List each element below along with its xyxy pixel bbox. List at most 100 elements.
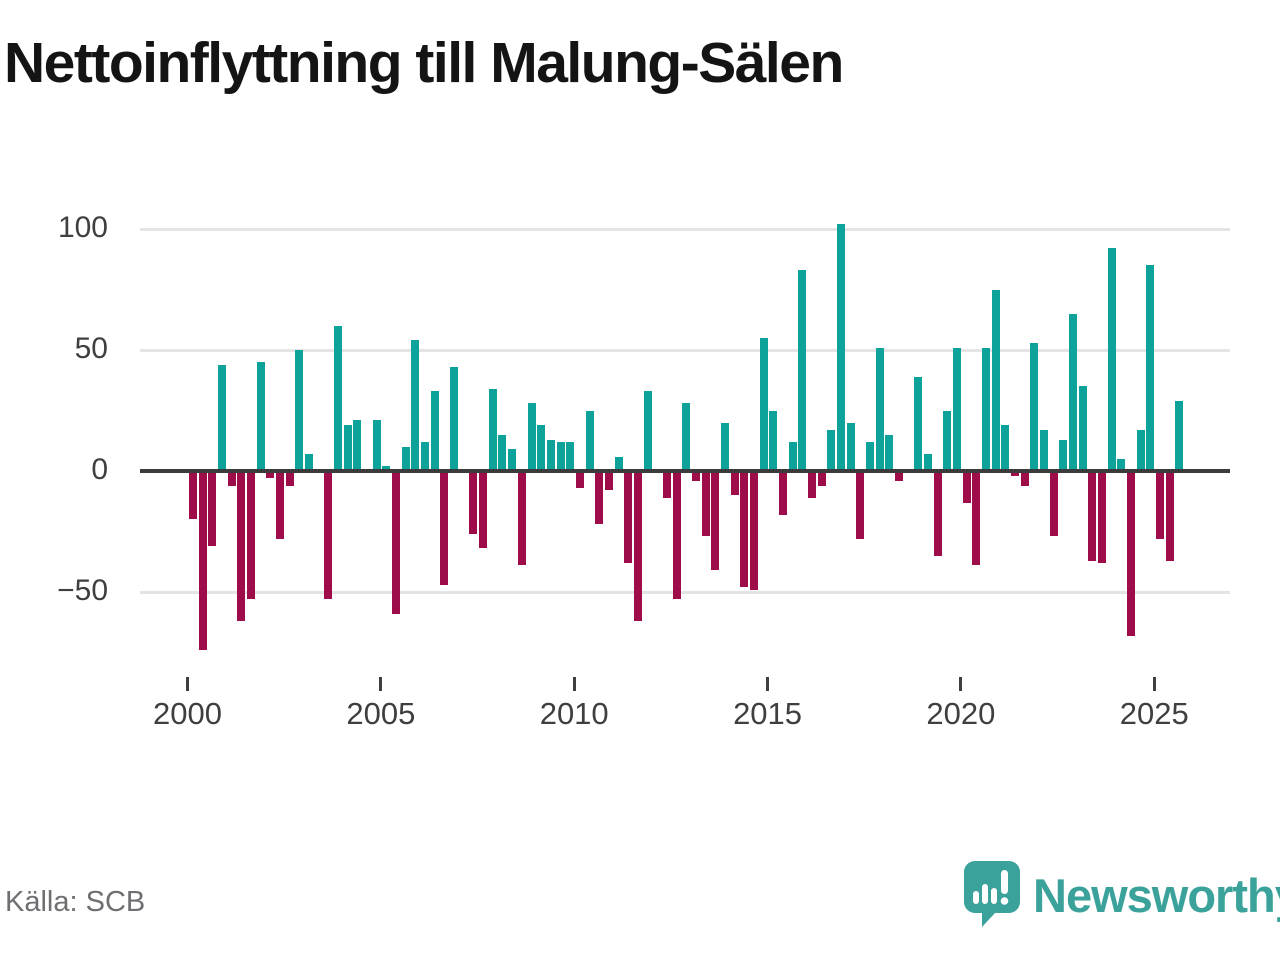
bar-77 (933, 471, 942, 556)
bar-93 (1088, 471, 1097, 561)
bar-101 (1165, 471, 1174, 561)
y-axis-label-100: 100 (57, 211, 108, 244)
bar-57 (740, 471, 749, 588)
bar-24 (421, 442, 430, 471)
bar-38 (556, 442, 565, 471)
bar-90 (1059, 439, 1068, 471)
bar-81 (972, 471, 981, 566)
bar-54 (711, 471, 720, 571)
bar-73 (894, 471, 903, 481)
y-gridline-100 (140, 227, 1230, 231)
bar-22 (401, 446, 410, 471)
bar-67 (836, 224, 845, 471)
y-axis-label-50: 50 (74, 332, 108, 365)
bar-25 (430, 391, 439, 471)
bar-95 (1107, 248, 1116, 471)
y-gridline-50 (140, 348, 1230, 352)
bar-96 (1117, 458, 1126, 471)
bar-69 (856, 471, 865, 539)
bar-84 (1001, 425, 1010, 471)
x-tick-2000 (186, 677, 189, 691)
bar-1 (198, 471, 207, 651)
bar-98 (1136, 429, 1145, 471)
zero-axis-line (140, 469, 1230, 473)
bar-92 (1078, 386, 1087, 471)
x-axis-label-2025: 2025 (1119, 696, 1189, 731)
source-label: Källa: SCB (5, 886, 146, 918)
bar-86 (1020, 471, 1029, 486)
bar-29 (469, 471, 478, 534)
bar-52 (691, 471, 700, 481)
x-axis-label-2010: 2010 (539, 696, 609, 731)
bar-10 (285, 471, 294, 486)
bar-6 (247, 471, 255, 600)
bar-23 (411, 340, 420, 471)
x-tick-2025 (1152, 677, 1156, 691)
bar-14 (324, 471, 333, 600)
bar-65 (817, 471, 826, 486)
bar-62 (788, 442, 797, 471)
bar-59 (759, 337, 768, 471)
bar-15 (334, 325, 343, 471)
bar-40 (575, 471, 584, 488)
bar-89 (1049, 471, 1058, 537)
x-tick-2015 (766, 677, 770, 691)
bar-46 (633, 471, 642, 621)
bar-35 (527, 403, 536, 471)
newsworthy-wordmark: Newsworthy (1033, 869, 1280, 922)
bar-3 (218, 364, 226, 471)
newsworthy-bubble-chart-icon (964, 861, 1020, 927)
bar-50 (672, 471, 681, 600)
x-axis-label-2000: 2000 (153, 696, 222, 731)
bar-30 (479, 471, 488, 549)
bar-44 (614, 456, 623, 471)
bar-42 (595, 471, 604, 525)
x-axis-label-2020: 2020 (926, 696, 996, 731)
bar-71 (875, 347, 884, 471)
bar-83 (991, 289, 1000, 471)
newsworthy-logo: Newsworthy (963, 860, 1280, 932)
bar-79 (952, 347, 961, 471)
x-axis-label-2015: 2015 (733, 696, 803, 731)
bar-51 (682, 403, 691, 471)
bar-27 (450, 366, 459, 471)
bar-91 (1069, 313, 1077, 471)
bar-94 (1098, 471, 1106, 563)
bar-41 (585, 410, 594, 471)
bar-80 (962, 471, 971, 503)
bar-55 (720, 422, 729, 471)
bar-58 (749, 471, 758, 590)
bar-33 (508, 449, 517, 471)
bar-45 (624, 471, 633, 563)
bar-70 (865, 442, 874, 471)
bar-9 (276, 471, 284, 539)
bar-11 (295, 350, 304, 471)
bar-20 (382, 466, 391, 471)
bar-16 (343, 425, 352, 471)
bar-53 (701, 471, 710, 537)
plot-area: 100 50 0 −50 2000 2005 2010 2015 2020 2025 (57, 211, 1230, 731)
bar-31 (488, 388, 497, 471)
y-gridline--50 (140, 590, 1230, 594)
bar-100 (1156, 471, 1164, 539)
bar-7 (256, 362, 265, 471)
bar-0 (189, 471, 197, 520)
bar-37 (546, 439, 555, 471)
bar-87 (1030, 342, 1039, 471)
bar-21 (392, 471, 401, 614)
bar-99 (1146, 265, 1155, 471)
bar-63 (798, 270, 807, 471)
x-axis-label-2005: 2005 (346, 696, 416, 731)
bar-76 (923, 454, 932, 471)
bar-19 (372, 420, 381, 471)
x-tick-2010 (572, 677, 576, 691)
chart-title: Nettoinflyttning till Malung-Sälen (4, 31, 844, 95)
bar-85 (1011, 471, 1019, 476)
bar-36 (537, 425, 546, 471)
bar-66 (827, 429, 836, 471)
bar-61 (778, 471, 787, 515)
bar-5 (237, 471, 246, 621)
bar-32 (498, 434, 507, 471)
bar-4 (227, 471, 236, 486)
